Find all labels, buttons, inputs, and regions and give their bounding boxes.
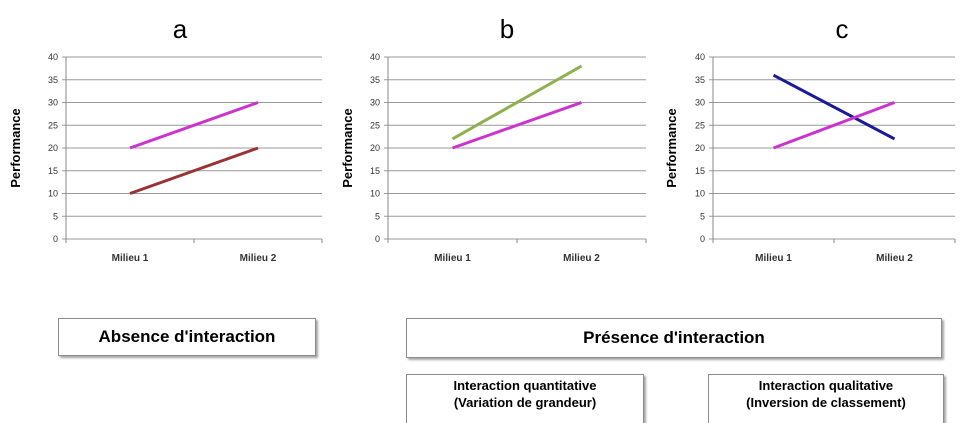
chart-2-ytick-label: 5 xyxy=(375,211,380,221)
chart-2-series-1-line xyxy=(451,64,583,141)
chart-2-series-2-line xyxy=(452,101,582,150)
absence-interaction-label: Absence d'interaction xyxy=(98,327,276,346)
chart-2-ytick-label: 35 xyxy=(370,75,380,85)
chart-1-ytick-label: 35 xyxy=(48,75,58,85)
chart-2-category-label: Milieu 2 xyxy=(563,253,600,264)
chart-3-ytick-label: 10 xyxy=(695,189,705,199)
absence-interaction-box: Absence d'interaction xyxy=(58,318,316,356)
quantitative-interaction-line2: (Variation de grandeur) xyxy=(453,395,597,410)
chart-3-ytick-label: 20 xyxy=(695,143,705,153)
chart-1-ytick-label: 0 xyxy=(53,234,58,244)
chart-3-ytick-label: 0 xyxy=(700,234,705,244)
qualitative-interaction-line2: (Inversion de classement) xyxy=(746,395,906,410)
chart-1-ytick-label: 15 xyxy=(48,166,58,176)
chart-3-series-1-line xyxy=(772,73,896,141)
quantitative-interaction-box: Interaction quantitative (Variation de g… xyxy=(406,374,644,423)
chart-3-ytick-label: 15 xyxy=(695,166,705,176)
chart-2-ytick-label: 15 xyxy=(370,166,380,176)
chart-1-category-label: Milieu 2 xyxy=(240,253,277,264)
chart-1-series-1-line xyxy=(129,101,259,150)
chart-2-ytick-label: 40 xyxy=(370,52,380,62)
chart-3: 0 5 10 15 20 25 30 35 40 Milieu 1 Milieu 2 c Perform… xyxy=(664,14,956,264)
quantitative-interaction-line1: Interaction quantitative xyxy=(453,378,597,393)
chart-1-ytick-label: 10 xyxy=(48,189,58,199)
chart-1: 0 5 10 15 20 25 30 35 40 Milieu 1 Milieu 2 a Perform… xyxy=(8,14,323,264)
chart-1-category-label: Milieu 1 xyxy=(112,253,149,264)
qualitative-interaction-line1: Interaction qualitative xyxy=(758,378,894,393)
presence-interaction-label: Présence d'interaction xyxy=(583,328,765,347)
chart-3-ytick-label: 35 xyxy=(695,75,705,85)
qualitative-interaction-box: Interaction qualitative (Inversion de cl… xyxy=(708,374,944,423)
chart-3-category-label: Milieu 1 xyxy=(755,253,792,264)
chart-2-y-axis-label: Performance xyxy=(340,108,355,187)
chart-3-ytick-label: 25 xyxy=(695,120,705,130)
chart-1-title: a xyxy=(173,14,188,44)
chart-2-ytick-label: 10 xyxy=(370,189,380,199)
chart-2-category-label: Milieu 1 xyxy=(434,253,471,264)
chart-1-series-2-line xyxy=(129,146,259,195)
chart-3-category-label: Milieu 2 xyxy=(876,253,913,264)
chart-3-y-axis-label: Performance xyxy=(664,108,679,187)
chart-3-series-2-line xyxy=(772,101,896,150)
charts-area: 0 5 10 15 20 25 30 35 40 Milieu 1 Milieu 2 a Perform… xyxy=(8,14,956,264)
chart-2-title: b xyxy=(500,14,514,44)
chart-3-title: c xyxy=(836,14,849,44)
chart-3-ytick-label: 5 xyxy=(700,211,705,221)
chart-1-ytick-label: 25 xyxy=(48,120,58,130)
chart-2-ytick-label: 20 xyxy=(370,143,380,153)
chart-3-ytick-label: 30 xyxy=(695,98,705,108)
chart-3-ytick-label: 40 xyxy=(695,52,705,62)
presence-interaction-box: Présence d'interaction xyxy=(406,318,942,358)
chart-2: 0 5 10 15 20 25 30 35 40 Milieu 1 Milieu 2 b Perform… xyxy=(340,14,647,264)
chart-1-ytick-label: 30 xyxy=(48,98,58,108)
chart-2-ytick-label: 0 xyxy=(375,234,380,244)
chart-1-ytick-label: 5 xyxy=(53,211,58,221)
chart-1-y-axis-label: Performance xyxy=(8,108,23,187)
chart-2-ytick-label: 30 xyxy=(370,98,380,108)
chart-2-ytick-label: 25 xyxy=(370,120,380,130)
chart-1-ytick-label: 20 xyxy=(48,143,58,153)
chart-1-ytick-label: 40 xyxy=(48,52,58,62)
